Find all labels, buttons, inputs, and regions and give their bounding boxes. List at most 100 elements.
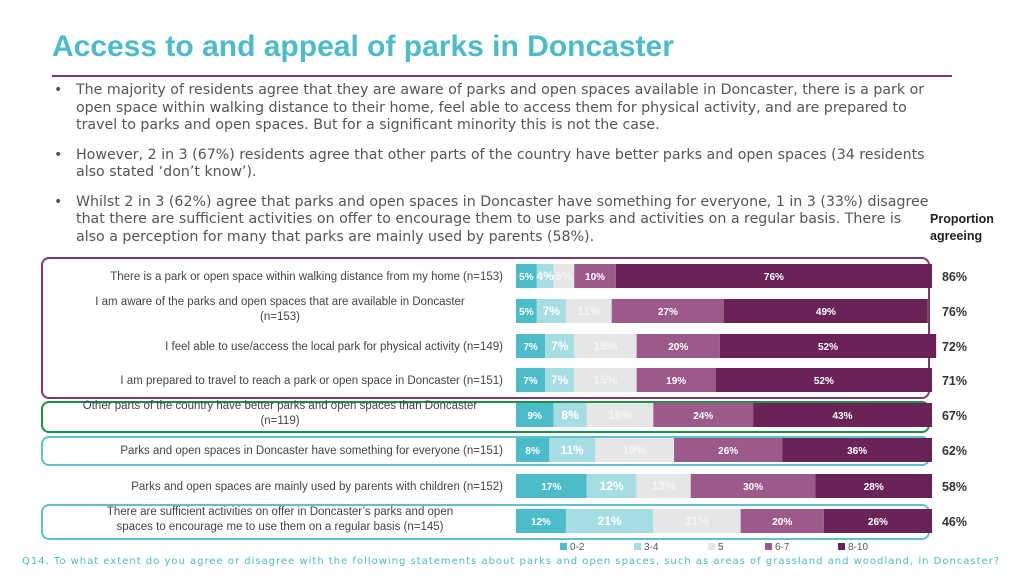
bar-segment — [595, 438, 675, 462]
data-label: 20% — [668, 342, 688, 353]
proportion-agreeing-value: 76% — [942, 305, 967, 319]
data-label: 7% — [523, 342, 538, 353]
data-label: 5% — [519, 272, 534, 283]
legend-label: 6-7 — [775, 542, 790, 553]
bar-segment — [516, 474, 587, 498]
bar-segment — [516, 368, 546, 392]
data-label: 26% — [718, 446, 738, 457]
proportion-agreeing-value: 58% — [942, 480, 967, 494]
summary-bullet: However, 2 in 3 (67%) residents agree th… — [52, 147, 932, 182]
data-label: 19% — [666, 376, 686, 387]
bar-segment — [611, 299, 724, 323]
data-label: 15% — [593, 373, 617, 387]
data-label: 24% — [693, 411, 713, 422]
proportion-agreeing-value: 86% — [942, 270, 967, 284]
bar-segment — [719, 334, 937, 358]
bar-segment — [545, 368, 575, 392]
bar-segment — [516, 509, 566, 533]
data-label: 76% — [764, 272, 784, 283]
data-label: 5% — [519, 307, 534, 318]
bar-segment — [615, 264, 932, 288]
bar-segment — [815, 474, 932, 498]
data-label: 9% — [527, 411, 542, 422]
title-divider — [52, 75, 952, 77]
bar-segment — [740, 509, 824, 533]
bar-segment — [565, 509, 654, 533]
data-label: 8% — [561, 408, 579, 422]
proportion-agreeing-value: 67% — [942, 409, 967, 423]
proportion-agreeing-header: Proportion agreeing — [930, 212, 994, 243]
bar-segment — [536, 264, 554, 288]
data-label: 43% — [833, 411, 853, 422]
summary-bullet: Whilst 2 in 3 (62%) agree that parks and… — [52, 194, 932, 247]
legend-swatch — [708, 543, 715, 550]
data-label: 7% — [523, 376, 538, 387]
category-label: I feel able to use/access the local park… — [165, 341, 503, 353]
category-label: Parks and open spaces in Doncaster have … — [120, 445, 503, 457]
bar-segment — [586, 403, 654, 427]
data-label: 7% — [551, 339, 569, 353]
data-label: 15% — [593, 339, 617, 353]
bar-segment — [553, 403, 587, 427]
bar-segment — [653, 509, 741, 533]
category-label: Parks and open spaces are mainly used by… — [131, 481, 503, 493]
question-footnote: Q14. To what extent do you agree or disa… — [22, 556, 1001, 567]
data-label: 52% — [818, 342, 838, 353]
data-label: 10% — [585, 272, 605, 283]
bar-segment — [574, 368, 637, 392]
proportion-agreeing-value: 71% — [942, 374, 967, 388]
bar-segment — [753, 403, 932, 427]
category-label: There is a park or open space within wal… — [110, 271, 503, 283]
bar-segment — [574, 334, 637, 358]
data-label: 17% — [541, 482, 561, 493]
data-label: 5% — [555, 269, 573, 283]
legend-swatch — [634, 543, 641, 550]
data-label: 12% — [531, 517, 551, 528]
bar-segment — [674, 438, 783, 462]
data-label: 8% — [525, 446, 540, 457]
summary-bullets: The majority of residents agree that the… — [52, 82, 932, 258]
data-label: 21% — [598, 514, 622, 528]
data-label: 30% — [743, 482, 763, 493]
data-label: 49% — [816, 307, 836, 318]
bar-segment — [516, 264, 537, 288]
proportion-agreeing-value: 46% — [942, 515, 967, 529]
bar-segment — [545, 334, 575, 358]
data-label: 21% — [685, 514, 709, 528]
data-label: 11% — [560, 443, 584, 457]
bar-segment — [724, 299, 928, 323]
data-label: 27% — [658, 307, 678, 318]
data-label: 4% — [536, 269, 554, 283]
data-label: 36% — [847, 446, 867, 457]
data-label: 7% — [551, 373, 569, 387]
bar-segment — [653, 403, 754, 427]
bar-segment — [553, 264, 575, 288]
group-box-awareness — [41, 257, 930, 399]
category-label: I am prepared to travel to reach a park … — [120, 375, 503, 387]
bar-segment — [574, 264, 616, 288]
legend-label: 3-4 — [644, 542, 659, 553]
data-label: 7% — [543, 304, 561, 318]
category-label: I am aware of the parks and open spaces … — [95, 296, 465, 323]
data-label: 13% — [652, 479, 676, 493]
bar-segment — [549, 438, 596, 462]
data-label: 20% — [772, 517, 792, 528]
bar-segment — [516, 438, 550, 462]
summary-bullet: The majority of residents agree that the… — [52, 82, 932, 135]
category-label: There are sufficient activities on offer… — [107, 506, 453, 533]
legend-swatch — [765, 543, 772, 550]
proportion-agreeing-value: 62% — [942, 444, 967, 458]
bar-segment — [636, 474, 691, 498]
bar-segment — [636, 334, 720, 358]
bar-segment — [516, 403, 554, 427]
bar-segment — [636, 368, 716, 392]
bar-segment — [516, 299, 537, 323]
category-label: Other parts of the country have better p… — [83, 400, 478, 427]
page-title: Access to and appeal of parks in Doncast… — [52, 30, 674, 63]
legend-label: 5 — [718, 542, 724, 553]
bar-segment — [536, 299, 566, 323]
bar-segment — [690, 474, 816, 498]
bar-segment — [586, 474, 637, 498]
legend-swatch — [838, 543, 845, 550]
